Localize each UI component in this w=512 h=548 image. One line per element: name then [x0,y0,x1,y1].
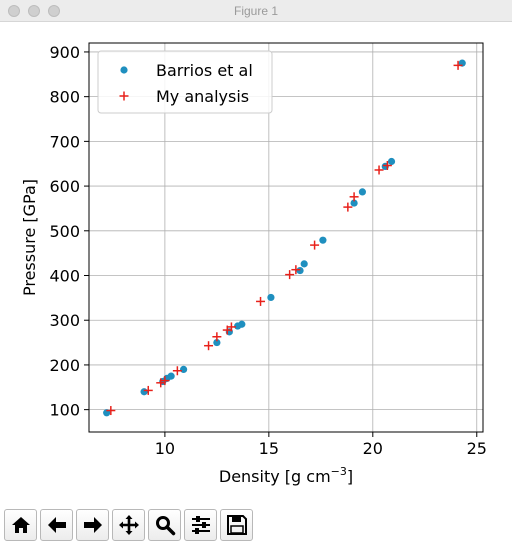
move-icon [118,515,139,535]
data-point-barrios [180,365,188,374]
data-point-my-analysis [212,332,222,342]
data-point-my-analysis [106,406,116,416]
data-point-my-analysis [374,165,384,175]
window-title: Figure 1 [233,4,279,18]
data-point-barrios [358,188,367,196]
data-point-my-analysis [349,192,359,202]
legend-marker-circle [120,66,128,74]
data-point-my-analysis [172,366,182,376]
data-point-my-analysis [204,341,214,351]
data-point-my-analysis [285,270,295,280]
y-axis-label: Pressure [GPa] [20,179,39,296]
data-point-barrios [319,236,327,244]
x-tick-label: 20 [363,439,383,458]
data-point-my-analysis [256,296,266,306]
data-point-my-analysis [160,376,170,386]
data-point-barrios [300,260,308,268]
y-tick-label: 400 [49,267,80,286]
y-tick-label: 900 [49,43,80,62]
legend-label: My analysis [156,87,249,106]
data-point-barrios [267,293,275,302]
data-point-my-analysis [226,322,236,332]
data-point-barrios [350,199,358,207]
legend: Barrios et al My analysis [97,50,273,114]
x-axis-label: Density [g cm−3] [219,465,353,486]
zoom-button[interactable] [148,509,181,541]
legend-box [97,50,273,114]
data-point-barrios [140,388,148,396]
navigation-toolbar [0,508,512,544]
y-tick-label: 700 [49,132,80,151]
arrow-right-icon [83,517,102,533]
data-point-barrios [387,157,396,166]
forward-button[interactable] [76,509,109,541]
data-point-barrios [296,266,304,275]
sliders-icon [191,516,210,534]
data-point-my-analysis [156,378,166,388]
data-point-barrios [238,320,246,328]
y-tick-label: 200 [49,356,80,375]
data-point-my-analysis [343,202,353,212]
y-tick-label: 300 [49,311,80,330]
data-point-my-analysis [453,60,463,70]
home-icon [11,517,30,533]
data-point-my-analysis [382,161,392,171]
y-tick-label: 800 [49,88,80,107]
save-button[interactable] [220,509,253,541]
arrow-left-icon [47,517,66,533]
data-point-barrios [167,372,175,380]
back-button[interactable] [40,509,73,541]
magnifier-icon [155,516,175,536]
data-point-my-analysis [291,265,301,275]
configure-subplots-button[interactable] [184,509,217,541]
x-tick-label: 15 [259,439,279,458]
minimize-window-button[interactable] [28,5,40,17]
home-button[interactable] [4,509,37,541]
data-point-my-analysis [143,385,153,395]
data-point-my-analysis [310,240,320,250]
y-tick-label: 100 [49,401,80,420]
window-titlebar: Figure 1 [0,0,512,22]
x-tick-label: 25 [467,439,487,458]
y-tick-label: 500 [49,222,80,241]
figure-canvas[interactable]: 10 15 20 25 100 200 300 400 500 600 700 800 900 Densi… [0,22,512,506]
floppy-disk-icon [226,515,247,535]
close-window-button[interactable] [8,5,20,17]
x-tick-label: 10 [155,439,175,458]
y-tick-label: 600 [49,177,80,196]
data-point-barrios [213,338,221,347]
zoom-window-button[interactable] [48,5,60,17]
legend-label: Barrios et al [156,61,253,80]
axes-frame [88,42,484,433]
pan-button[interactable] [112,509,145,541]
